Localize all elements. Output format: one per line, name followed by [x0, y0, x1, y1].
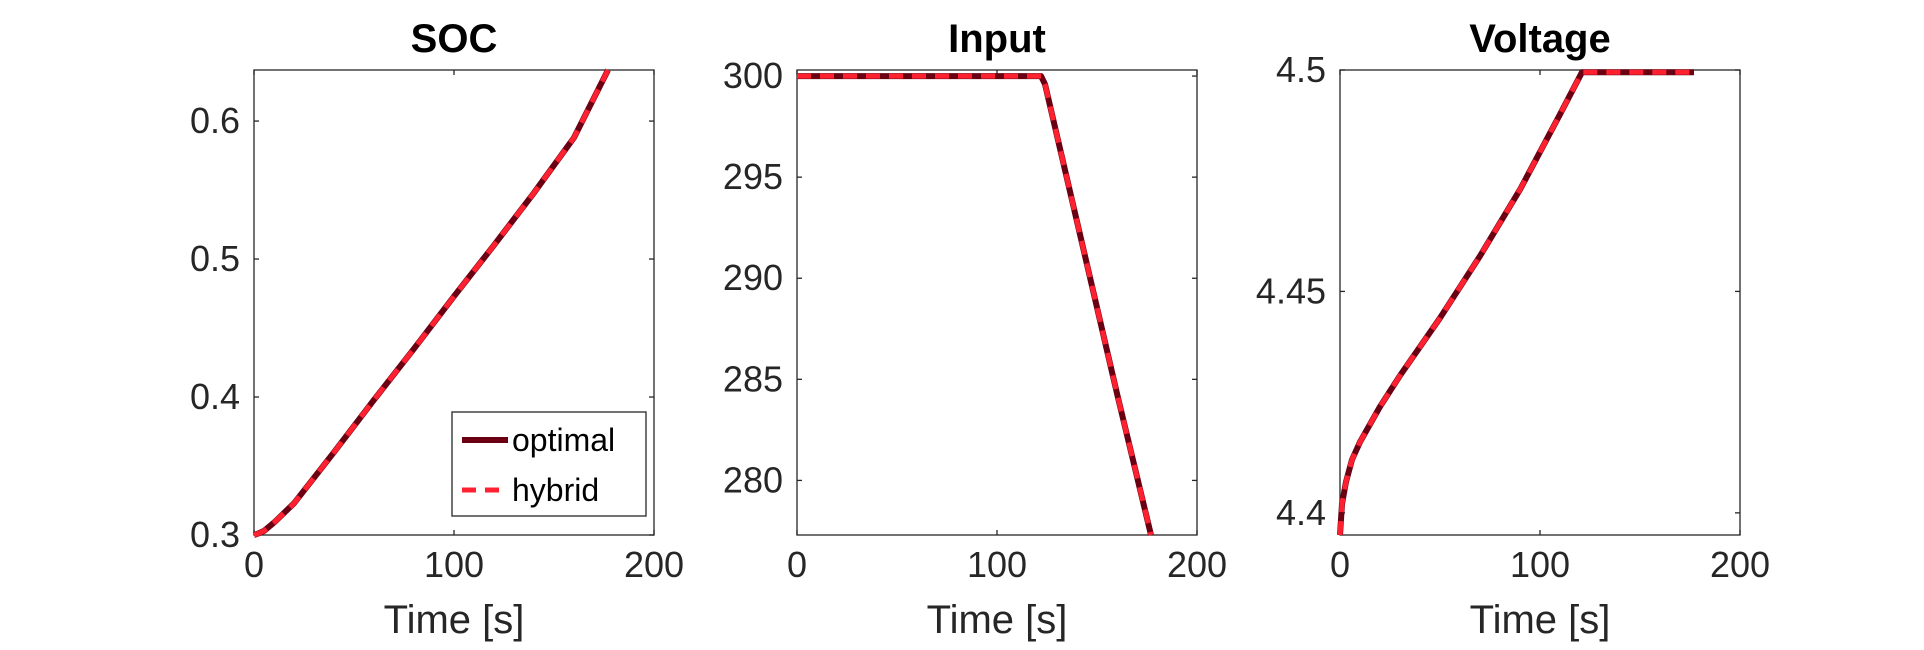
- x-tick-label: 0: [787, 544, 807, 585]
- y-tick-label: 4.5: [1276, 49, 1326, 90]
- x-axis-label: Time [s]: [1470, 598, 1611, 642]
- legend-label-optimal: optimal: [512, 422, 615, 458]
- y-tick-label: 295: [723, 156, 783, 197]
- voltage-panel: Voltage 0 100 200 4.4 4.45 4.5 Time [s]: [1256, 17, 1770, 642]
- x-tick-label: 100: [967, 544, 1027, 585]
- series-line-hybrid: [1337, 69, 1694, 536]
- y-tick-label: 285: [723, 358, 783, 399]
- legend-label-hybrid: hybrid: [512, 472, 599, 508]
- x-tick-label: 200: [624, 544, 684, 585]
- y-tick-label: 0.4: [190, 376, 240, 417]
- input-panel: Input 0 100 200 280 285 290 295 300 Time [s]: [723, 17, 1227, 642]
- y-tick-label: 0.3: [190, 514, 240, 555]
- y-tick-label: 0.5: [190, 238, 240, 279]
- x-tick-label: 0: [1330, 544, 1350, 585]
- series-line-hybrid: [253, 68, 611, 538]
- x-tick-label: 200: [1167, 544, 1227, 585]
- x-tick-label: 100: [424, 544, 484, 585]
- series-line-hybrid: [797, 73, 1154, 536]
- chart-title: SOC: [411, 17, 498, 61]
- x-tick-label: 100: [1510, 544, 1570, 585]
- y-tick-label: 280: [723, 459, 783, 500]
- y-tick-label: 4.45: [1256, 270, 1326, 311]
- soc-panel: SOC 0 100 200 0.3 0.4 0.5 0.6 Time [s] optimal hyb…: [190, 17, 684, 642]
- chart-title: Input: [948, 17, 1046, 61]
- x-axis-label: Time [s]: [927, 598, 1068, 642]
- axes-box: [1339, 69, 1741, 536]
- y-tick-label: 0.6: [190, 100, 240, 141]
- y-tick-label: 300: [723, 55, 783, 96]
- x-axis-label: Time [s]: [384, 598, 525, 642]
- y-tick-label: 4.4: [1276, 492, 1326, 533]
- chart-title: Voltage: [1469, 17, 1611, 61]
- legend-box: [451, 411, 647, 517]
- y-tick-label: 290: [723, 257, 783, 298]
- x-tick-label: 200: [1710, 544, 1770, 585]
- x-tick-label: 0: [244, 544, 264, 585]
